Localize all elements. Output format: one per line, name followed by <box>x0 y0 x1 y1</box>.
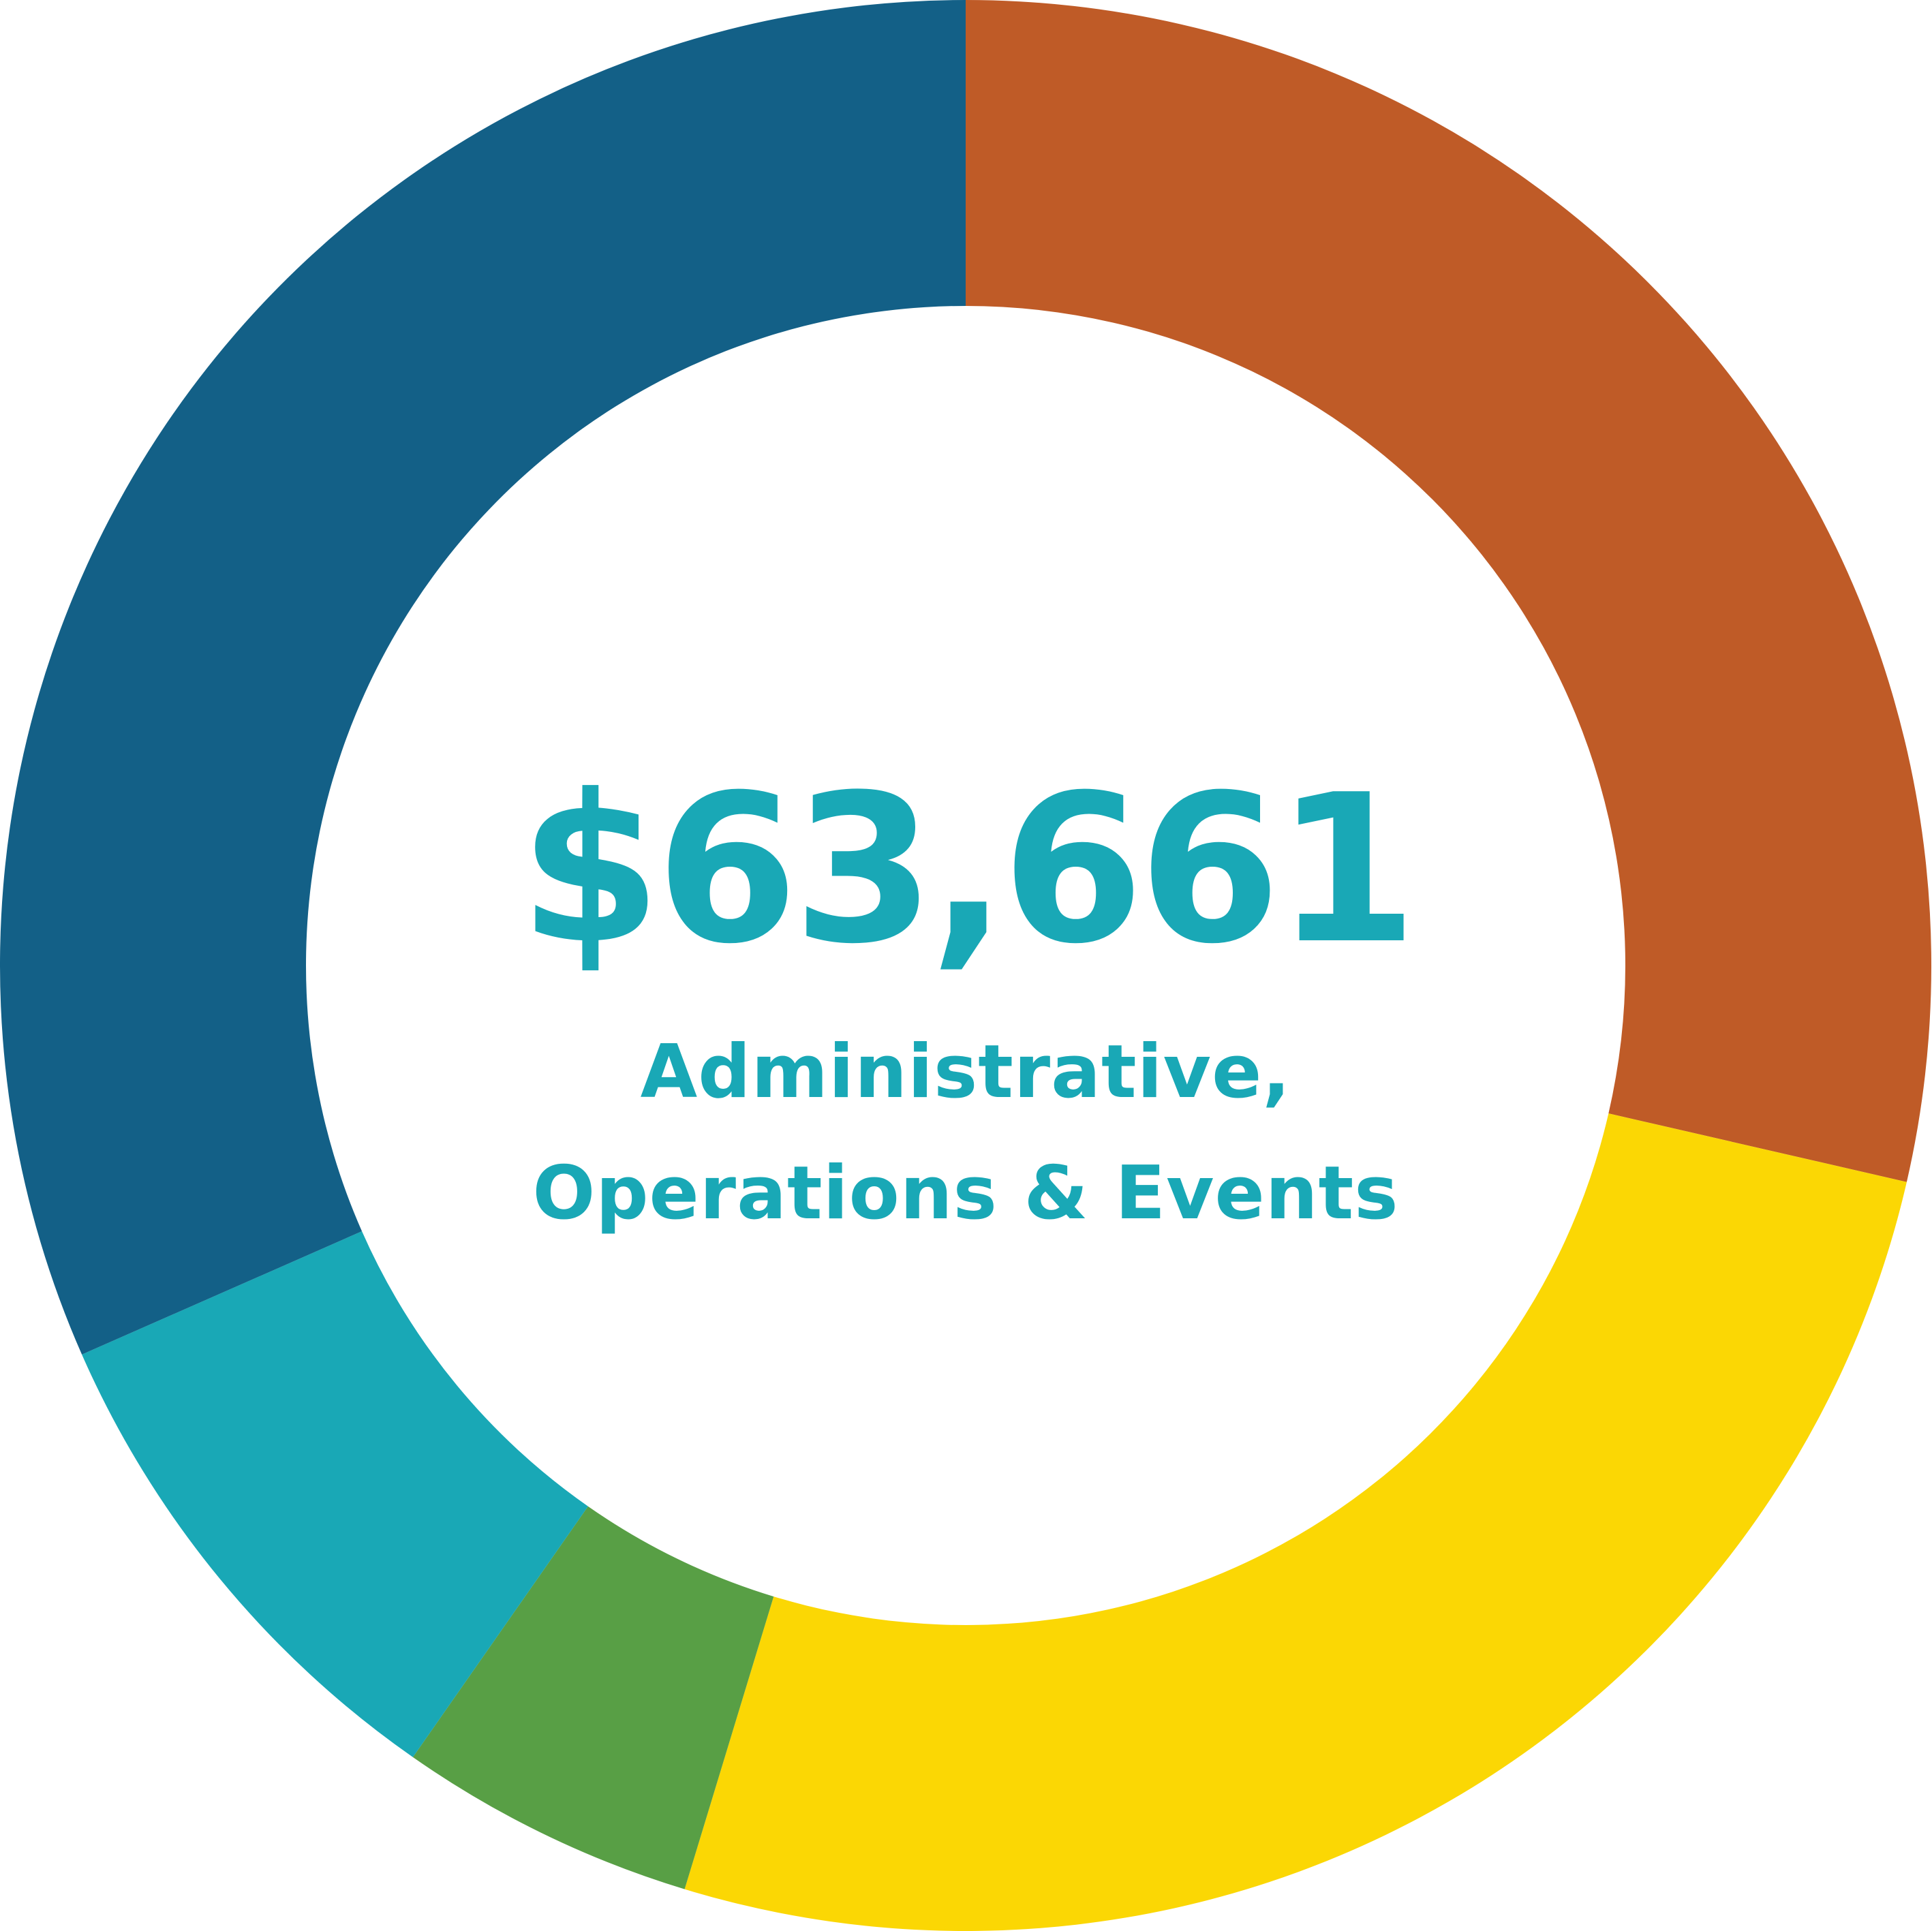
donut-slice-3 <box>412 1506 774 1889</box>
donut-slice-5 <box>0 0 966 1355</box>
center-label-line-2: Operations & Events <box>532 1151 1398 1236</box>
donut-slice-4 <box>82 1231 588 1757</box>
center-label-line-1: Administrative, <box>641 1030 1291 1115</box>
center-value: $63,661 <box>519 751 1412 989</box>
donut-slice-1 <box>966 0 1931 1182</box>
donut-slice-2 <box>684 1113 1907 1931</box>
